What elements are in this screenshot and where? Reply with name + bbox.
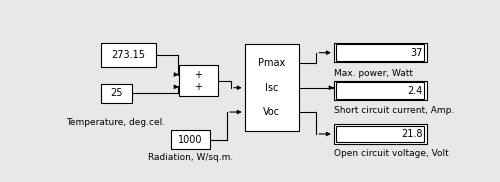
FancyBboxPatch shape — [334, 81, 427, 100]
Text: Temperature, deg.cel.: Temperature, deg.cel. — [66, 118, 166, 127]
Text: Open circuit voltage, Volt: Open circuit voltage, Volt — [334, 149, 448, 158]
FancyBboxPatch shape — [101, 43, 156, 67]
Text: +: + — [194, 70, 202, 80]
Text: 1000: 1000 — [178, 134, 203, 145]
Text: 25: 25 — [110, 88, 123, 98]
FancyBboxPatch shape — [244, 44, 299, 131]
Text: Voc: Voc — [263, 107, 280, 117]
Text: 273.15: 273.15 — [112, 50, 146, 60]
Text: 2.4: 2.4 — [408, 86, 423, 96]
Text: 37: 37 — [410, 48, 423, 58]
FancyBboxPatch shape — [334, 124, 427, 144]
FancyBboxPatch shape — [101, 84, 132, 103]
FancyBboxPatch shape — [171, 130, 210, 149]
Text: Max. power, Watt: Max. power, Watt — [334, 69, 413, 78]
FancyBboxPatch shape — [179, 65, 218, 96]
Text: Short circuit current, Amp.: Short circuit current, Amp. — [334, 106, 454, 115]
FancyBboxPatch shape — [334, 43, 427, 62]
Text: Isc: Isc — [265, 83, 278, 93]
Text: Radiation, W/sq.m.: Radiation, W/sq.m. — [148, 153, 233, 162]
Text: Pmax: Pmax — [258, 58, 285, 68]
Text: +: + — [194, 82, 202, 92]
Text: 21.8: 21.8 — [402, 129, 423, 139]
